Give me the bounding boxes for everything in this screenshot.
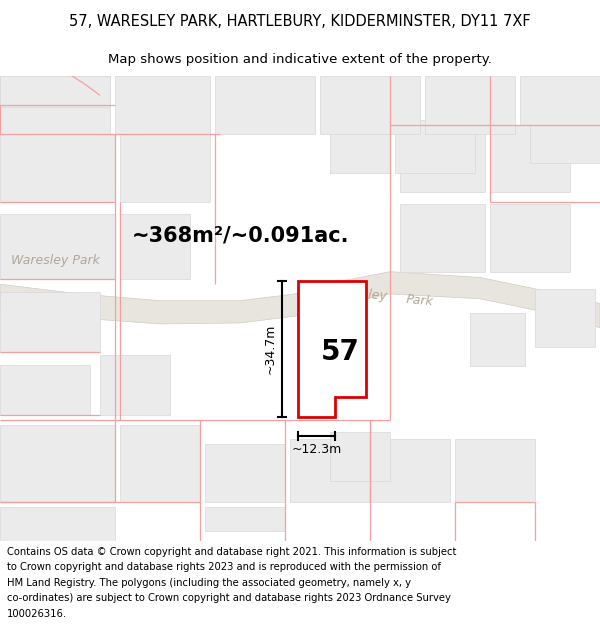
Bar xyxy=(535,289,595,347)
Text: 57: 57 xyxy=(320,338,359,366)
Bar xyxy=(0,292,100,352)
Bar xyxy=(0,507,115,541)
Bar xyxy=(120,424,200,502)
Bar xyxy=(425,76,515,134)
Bar xyxy=(120,214,190,279)
Bar xyxy=(520,76,600,124)
Text: Park: Park xyxy=(405,293,434,308)
Polygon shape xyxy=(298,281,366,417)
Text: co-ordinates) are subject to Crown copyright and database rights 2023 Ordnance S: co-ordinates) are subject to Crown copyr… xyxy=(7,593,451,603)
Bar xyxy=(320,76,420,134)
Text: 100026316.: 100026316. xyxy=(7,609,67,619)
Bar xyxy=(205,507,285,531)
Bar xyxy=(490,124,570,192)
Bar xyxy=(0,134,115,202)
Text: HM Land Registry. The polygons (including the associated geometry, namely x, y: HM Land Registry. The polygons (includin… xyxy=(7,578,411,587)
Bar xyxy=(290,439,370,502)
Bar xyxy=(330,432,390,481)
Text: ~12.3m: ~12.3m xyxy=(292,443,341,456)
Text: ~34.7m: ~34.7m xyxy=(263,324,277,374)
Bar xyxy=(215,76,315,134)
Polygon shape xyxy=(0,272,600,328)
Text: to Crown copyright and database rights 2023 and is reproduced with the permissio: to Crown copyright and database rights 2… xyxy=(7,562,441,572)
Bar xyxy=(395,120,475,173)
Text: ~368m²/~0.091ac.: ~368m²/~0.091ac. xyxy=(131,226,349,246)
Bar xyxy=(530,110,600,163)
Text: Map shows position and indicative extent of the property.: Map shows position and indicative extent… xyxy=(108,53,492,66)
Bar xyxy=(0,424,115,502)
Bar xyxy=(0,214,115,279)
Bar xyxy=(330,120,390,173)
Text: Waresley: Waresley xyxy=(330,285,388,303)
Text: Contains OS data © Crown copyright and database right 2021. This information is : Contains OS data © Crown copyright and d… xyxy=(7,546,457,556)
Bar xyxy=(205,444,285,502)
Bar xyxy=(400,124,485,192)
Bar xyxy=(470,313,525,366)
Bar xyxy=(115,76,210,134)
Bar xyxy=(0,76,110,134)
Bar xyxy=(370,439,450,502)
Bar xyxy=(120,134,210,202)
Bar xyxy=(0,364,90,415)
Bar xyxy=(400,204,485,272)
Bar xyxy=(490,204,570,272)
Text: 57, WARESLEY PARK, HARTLEBURY, KIDDERMINSTER, DY11 7XF: 57, WARESLEY PARK, HARTLEBURY, KIDDERMIN… xyxy=(69,14,531,29)
Bar xyxy=(0,76,110,108)
Bar xyxy=(455,439,535,502)
Text: Waresley Park: Waresley Park xyxy=(11,254,100,267)
Bar xyxy=(100,355,170,415)
